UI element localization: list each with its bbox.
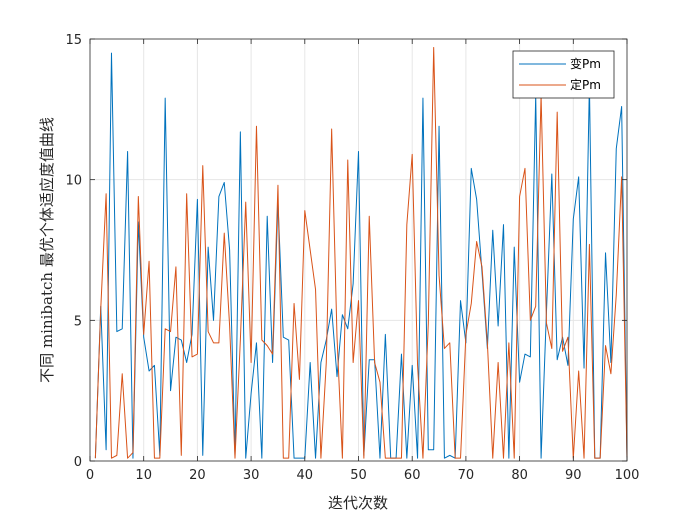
legend-label-series-2: 定Pm xyxy=(570,77,601,92)
legend-box xyxy=(512,50,615,99)
legend: 变Pm 定Pm xyxy=(512,50,615,99)
x-tick-label: 40 xyxy=(297,468,314,483)
axis-ticks xyxy=(89,38,628,462)
x-tick-label: 60 xyxy=(404,468,421,483)
x-tick-label: 70 xyxy=(458,468,475,483)
series-line-1 xyxy=(94,52,628,459)
y-tick-label: 10 xyxy=(65,174,82,189)
series-layer xyxy=(94,46,628,459)
y-tick-label: 0 xyxy=(74,455,82,470)
y-tick-labels: 0 5 10 15 xyxy=(65,33,82,470)
x-tick-label: 80 xyxy=(511,468,528,483)
x-tick-label: 0 xyxy=(86,468,94,483)
x-tick-labels: 0 10 20 30 40 50 60 70 80 90 100 xyxy=(86,468,640,483)
series-line-2 xyxy=(94,46,628,459)
x-tick-label: 90 xyxy=(565,468,582,483)
x-tick-label: 10 xyxy=(135,468,152,483)
y-axis-title: 不同 minibatch 最优个体适应度值曲线 xyxy=(38,117,56,383)
legend-label-series-1: 变Pm xyxy=(570,56,601,71)
x-axis-title: 迭代次数 xyxy=(328,494,388,512)
x-tick-label: 20 xyxy=(189,468,206,483)
x-tick-label: 50 xyxy=(350,468,367,483)
x-tick-label: 30 xyxy=(243,468,260,483)
x-tick-label: 100 xyxy=(615,468,640,483)
y-tick-label: 15 xyxy=(65,33,82,48)
y-tick-label: 5 xyxy=(74,314,82,329)
